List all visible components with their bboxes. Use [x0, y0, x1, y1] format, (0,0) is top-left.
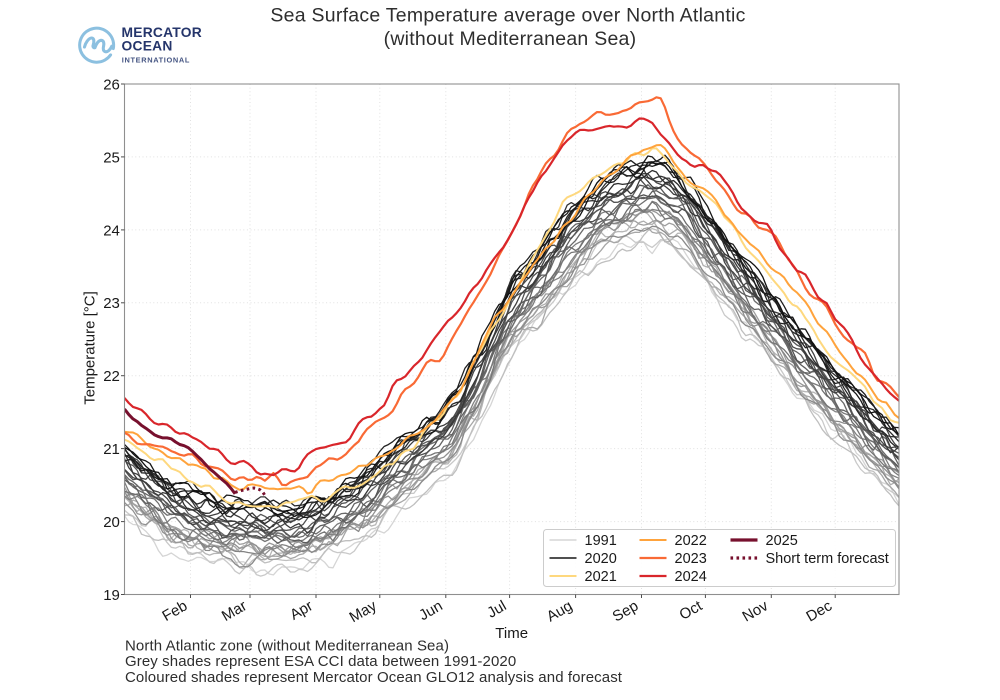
svg-text:2020: 2020: [585, 551, 617, 567]
svg-text:INTERNATIONAL: INTERNATIONAL: [122, 56, 190, 65]
svg-text:26: 26: [103, 76, 120, 93]
svg-text:22: 22: [103, 368, 120, 385]
svg-text:Sea Surface Temperature averag: Sea Surface Temperature average over Nor…: [270, 5, 745, 27]
svg-text:(without Mediterranean Sea): (without Mediterranean Sea): [384, 28, 637, 50]
svg-text:Grey shades represent ESA CCI: Grey shades represent ESA CCI data betwe…: [125, 653, 516, 670]
svg-text:Temperature [°C]: Temperature [°C]: [82, 291, 99, 405]
svg-text:2024: 2024: [675, 569, 707, 585]
svg-text:2022: 2022: [675, 533, 707, 549]
svg-text:Short term forecast: Short term forecast: [766, 551, 889, 567]
svg-text:24: 24: [103, 222, 120, 239]
svg-text:19: 19: [103, 587, 120, 604]
svg-text:OCEAN: OCEAN: [122, 39, 173, 54]
svg-text:21: 21: [103, 441, 120, 458]
svg-text:MERCATOR: MERCATOR: [122, 25, 202, 40]
svg-text:2023: 2023: [675, 551, 707, 567]
svg-text:North Atlantic zone (without M: North Atlantic zone (without Mediterrane…: [125, 638, 449, 655]
svg-text:23: 23: [103, 295, 120, 312]
svg-text:20: 20: [103, 514, 120, 531]
svg-text:2021: 2021: [585, 569, 617, 585]
svg-text:Time: Time: [495, 625, 528, 642]
svg-text:Coloured shades represent Merc: Coloured shades represent Mercator Ocean…: [125, 669, 623, 686]
svg-text:25: 25: [103, 149, 120, 166]
svg-text:2025: 2025: [766, 533, 798, 549]
svg-text:1991: 1991: [585, 533, 617, 549]
